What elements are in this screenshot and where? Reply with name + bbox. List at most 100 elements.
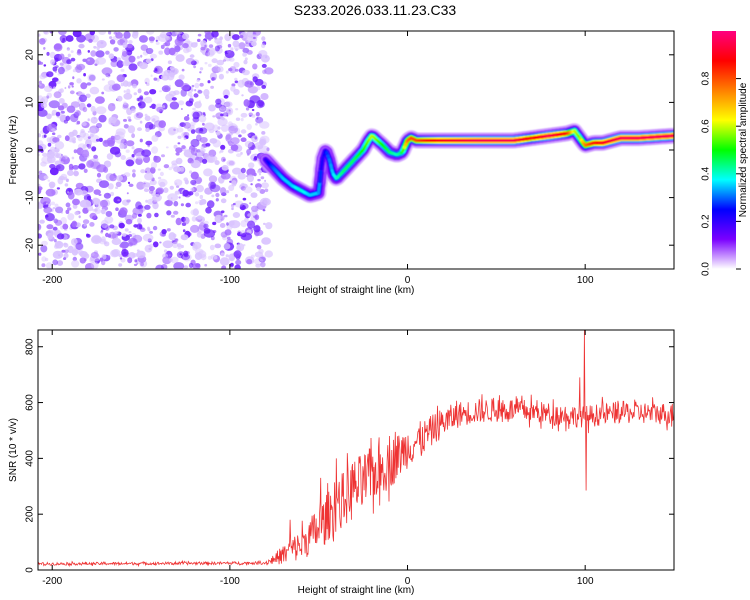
noise-blob (251, 108, 255, 112)
noise-blob (260, 93, 269, 100)
noise-blob (183, 122, 191, 129)
noise-blob (145, 140, 153, 146)
noise-blob (234, 194, 238, 198)
noise-blob (263, 222, 266, 225)
noise-blob (96, 122, 102, 129)
noise-blob (110, 135, 115, 140)
noise-blob (240, 232, 253, 241)
noise-blob (120, 143, 124, 146)
noise-blob (261, 36, 266, 41)
colorbar-tick-label: 0.4 (701, 166, 712, 180)
noise-blob (83, 223, 88, 227)
spectrogram-y-label: Frequency (Hz) (8, 116, 19, 185)
noise-blob (134, 259, 138, 263)
noise-blob (222, 112, 229, 117)
noise-blob (39, 73, 47, 80)
noise-blob (232, 167, 242, 175)
noise-blob (40, 197, 51, 205)
noise-blob (225, 254, 229, 258)
noise-blob (230, 137, 240, 145)
noise-blob (149, 89, 157, 95)
noise-blob (159, 171, 164, 177)
noise-blob (168, 90, 177, 97)
noise-blob (80, 190, 88, 196)
noise-blob (214, 160, 220, 166)
noise-blob (260, 176, 265, 180)
noise-blob (190, 129, 196, 134)
noise-blob (64, 86, 67, 90)
noise-blob (233, 61, 240, 68)
noise-blob (190, 224, 200, 233)
noise-blob (227, 43, 232, 48)
noise-blob (207, 49, 215, 57)
noise-blob (188, 262, 194, 268)
noise-blob (182, 229, 186, 233)
noise-blob (55, 65, 59, 68)
noise-blob (54, 219, 63, 226)
noise-blob (52, 250, 64, 259)
noise-blob (181, 145, 186, 150)
noise-blob (64, 135, 70, 142)
noise-blob (248, 162, 255, 169)
noise-blob (123, 118, 127, 122)
noise-blob (203, 229, 216, 238)
noise-blob (71, 259, 80, 268)
noise-blob (177, 246, 182, 250)
noise-blob (47, 232, 54, 240)
noise-blob (235, 259, 242, 266)
noise-blob (95, 106, 107, 115)
noise-blob (52, 207, 56, 210)
noise-blob (133, 263, 138, 267)
noise-blob (173, 200, 179, 207)
noise-blob (93, 154, 98, 159)
noise-blob (59, 88, 64, 93)
noise-blob (202, 122, 205, 126)
noise-blob (157, 178, 168, 187)
noise-blob (63, 257, 67, 260)
noise-blob (167, 193, 179, 202)
noise-blob (76, 134, 81, 138)
noise-blob (246, 220, 256, 229)
noise-blob (234, 264, 241, 269)
noise-blob (146, 212, 152, 219)
noise-blob (86, 103, 92, 108)
noise-blob (144, 204, 151, 210)
noise-blob (128, 118, 132, 122)
noise-blob (38, 223, 42, 231)
noise-blob (115, 181, 122, 188)
noise-blob (78, 215, 81, 219)
noise-blob (65, 64, 72, 71)
noise-blob (96, 172, 102, 178)
noise-blob (175, 157, 183, 165)
noise-blob (178, 74, 185, 80)
x-tick-label: -200 (42, 275, 62, 286)
noise-blob (227, 236, 231, 240)
noise-blob (163, 42, 168, 47)
noise-blob (54, 239, 57, 243)
x-tick-label: 0 (405, 576, 411, 587)
noise-blob (210, 85, 215, 89)
noise-blob (138, 225, 143, 230)
noise-blob (192, 111, 200, 120)
noise-blob (116, 95, 123, 102)
noise-blob (59, 62, 64, 66)
noise-blob (160, 44, 165, 50)
spectrogram-noise (38, 31, 274, 269)
ridge-segment (319, 157, 325, 171)
noise-blob (82, 106, 88, 113)
noise-blob (63, 243, 69, 248)
noise-blob (216, 59, 225, 66)
noise-blob (243, 186, 253, 194)
noise-blob (49, 183, 55, 189)
noise-blob (137, 102, 142, 107)
noise-blob (90, 116, 98, 124)
noise-blob (185, 202, 191, 208)
noise-blob (149, 179, 157, 186)
noise-blob (139, 138, 143, 143)
noise-blob (192, 208, 199, 217)
noise-blob (38, 83, 45, 89)
noise-blob (149, 105, 152, 109)
noise-blob (68, 189, 71, 192)
noise-blob (203, 89, 210, 97)
noise-blob (212, 115, 216, 118)
